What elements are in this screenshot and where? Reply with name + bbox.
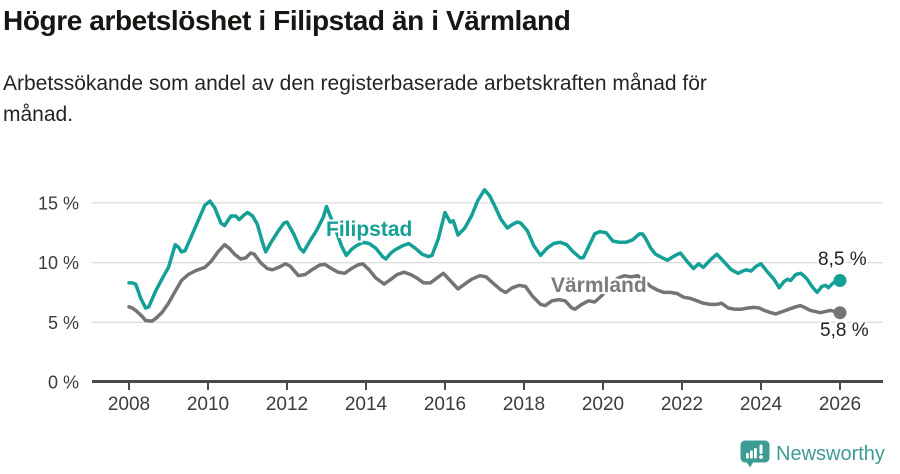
x-tick-label: 2022 (661, 394, 703, 415)
x-tick-label: 2008 (108, 394, 150, 415)
brand-name: Newsworthy (776, 442, 885, 465)
series-line-vrmland (127, 242, 842, 323)
end-value-label-filipstad: 8,5 % (818, 249, 867, 270)
x-tick-label: 2012 (266, 394, 308, 415)
x-tick-label: 2018 (503, 394, 545, 415)
newsworthy-logo-icon (740, 440, 770, 468)
y-tick-label: 5 % (48, 313, 79, 333)
series-end-dot-vrmland (833, 306, 847, 320)
x-tick-label: 2026 (819, 394, 861, 415)
series-label-varmland: Värmland (551, 274, 647, 297)
y-tick-label: 0 % (48, 373, 79, 393)
chart-subtitle-line2: månad. (3, 103, 74, 126)
x-tick-label: 2010 (187, 394, 229, 415)
y-tick-label: 10 % (38, 253, 79, 273)
x-tick-label: 2014 (345, 394, 388, 415)
x-tick-label: 2024 (740, 394, 783, 415)
page-title: Högre arbetslöshet i Filipstad än i Värm… (3, 5, 571, 36)
chart-subtitle-line1: Arbetssökande som andel av den registerb… (3, 72, 707, 95)
chart-subtitle: Arbetssökande som andel av den registerb… (3, 68, 707, 130)
y-tick-label: 15 % (38, 193, 79, 213)
series-label-filipstad: Filipstad (326, 218, 413, 241)
end-value-label-varmland: 5,8 % (820, 320, 869, 341)
x-tick-label: 2020 (582, 394, 624, 415)
x-tick-label: 2016 (424, 394, 466, 415)
series-end-dot-filipstad (833, 274, 847, 287)
series-line-filipstad (127, 188, 842, 310)
newsworthy-brand: Newsworthy (740, 440, 885, 468)
